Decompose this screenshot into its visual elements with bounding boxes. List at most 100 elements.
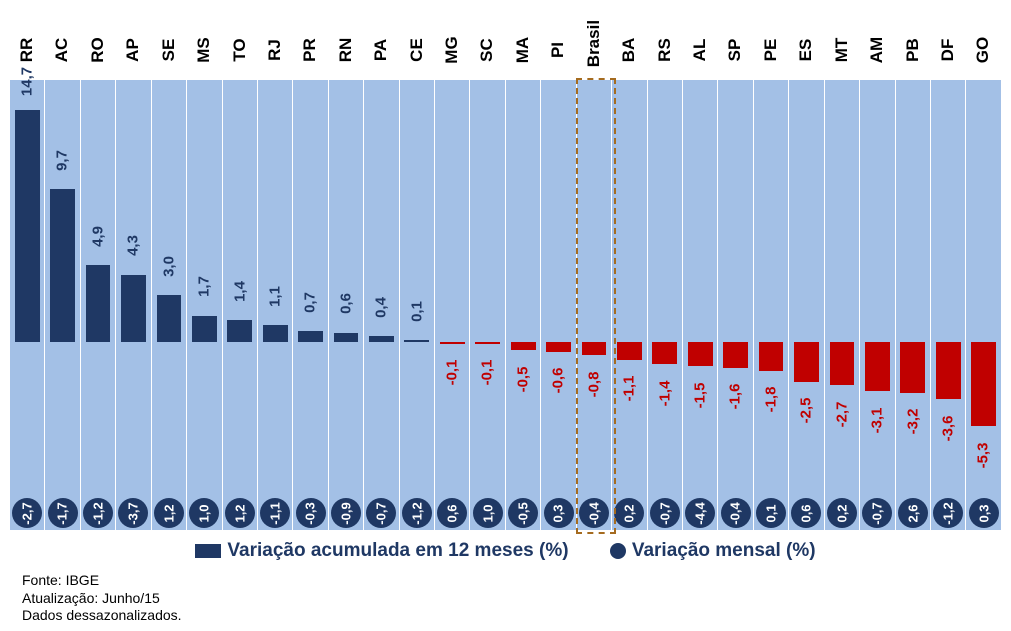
column-pe: PE-1,80,1 <box>754 0 788 530</box>
column-rs: RS-1,4-0,7 <box>648 0 682 530</box>
bar-label: -0,5 <box>515 362 532 396</box>
bar-area: -2,5 <box>789 80 823 490</box>
dot-label: 2,6 <box>905 504 920 522</box>
column-al: AL-1,5-4,4 <box>683 0 717 530</box>
dot-label: 1,2 <box>232 504 247 522</box>
bar-area: 1,4 <box>223 80 257 490</box>
column-ma: MA-0,5-0,5 <box>506 0 540 530</box>
bar-area: 14,7 <box>10 80 44 490</box>
bar-acc12 <box>192 316 217 343</box>
bar-area: 1,1 <box>258 80 292 490</box>
bar-label: -1,6 <box>727 379 744 413</box>
bar-acc12 <box>404 340 429 342</box>
bar-area: 1,7 <box>187 80 221 490</box>
bar-area: -1,4 <box>648 80 682 490</box>
column-ac: AC9,7-1,7 <box>45 0 79 530</box>
dot-mensal: 0,6 <box>437 498 467 528</box>
dot-label: -0,3 <box>303 502 318 524</box>
dot-label: -0,7 <box>870 502 885 524</box>
bar-label: 0,7 <box>302 285 319 319</box>
bar-area: -1,8 <box>754 80 788 490</box>
bar-label: -3,1 <box>869 403 886 437</box>
bar-acc12 <box>50 189 75 342</box>
footer-fonte: Fonte: IBGE <box>22 572 182 590</box>
bar-acc12 <box>15 110 40 342</box>
bar-area: -5,3 <box>966 80 1000 490</box>
column-df: DF-3,6-1,2 <box>931 0 965 530</box>
dot-mensal: 0,2 <box>614 498 644 528</box>
dot-label: -1,1 <box>268 502 283 524</box>
bar-label: 9,7 <box>54 143 71 177</box>
bar-label: 1,4 <box>231 274 248 308</box>
dot-mensal: 2,6 <box>898 498 928 528</box>
bar-area: -3,2 <box>896 80 930 490</box>
column-ba: BA-1,10,2 <box>612 0 646 530</box>
column-sp: SP-1,6-0,4 <box>718 0 752 530</box>
dot-mensal: -1,1 <box>260 498 290 528</box>
bar-acc12 <box>936 342 961 399</box>
bar-acc12 <box>475 342 500 344</box>
dot-label: 0,1 <box>764 504 779 522</box>
bar-area: 0,4 <box>364 80 398 490</box>
dot-mensal: 1,0 <box>473 498 503 528</box>
bar-area: -1,1 <box>612 80 646 490</box>
dot-mensal: -0,7 <box>650 498 680 528</box>
bar-label: -3,6 <box>940 411 957 445</box>
legend-swatch-acc12 <box>195 544 221 558</box>
bar-area: -1,6 <box>718 80 752 490</box>
bar-label: 1,1 <box>267 279 284 313</box>
bar-acc12 <box>688 342 713 366</box>
column-am: AM-3,1-0,7 <box>860 0 894 530</box>
dot-label: 0,6 <box>445 504 460 522</box>
column-pr: PR0,7-0,3 <box>293 0 327 530</box>
dot-mensal: -0,3 <box>296 498 326 528</box>
bar-label: 0,6 <box>338 287 355 321</box>
bar-area: 3,0 <box>152 80 186 490</box>
column-mg: MG-0,10,6 <box>435 0 469 530</box>
dot-label: -0,7 <box>374 502 389 524</box>
dot-mensal: 0,1 <box>756 498 786 528</box>
bar-area: -2,7 <box>825 80 859 490</box>
dot-label: -2,7 <box>20 502 35 524</box>
column-rn: RN0,6-0,9 <box>329 0 363 530</box>
bar-label: -1,8 <box>763 383 780 417</box>
bar-label: -1,4 <box>656 376 673 410</box>
bar-label: -0,6 <box>550 364 567 398</box>
bar-acc12 <box>830 342 855 385</box>
bar-area: -0,1 <box>470 80 504 490</box>
bar-acc12 <box>865 342 890 391</box>
dot-mensal: 1,2 <box>225 498 255 528</box>
bar-acc12 <box>263 325 288 342</box>
bar-area: -0,8 <box>577 80 611 490</box>
bar-label: 1,7 <box>196 269 213 303</box>
bar-area: -3,6 <box>931 80 965 490</box>
dot-label: -4,4 <box>693 502 708 524</box>
column-rj: RJ1,1-1,1 <box>258 0 292 530</box>
column-se: SE3,01,2 <box>152 0 186 530</box>
bar-acc12 <box>546 342 571 351</box>
column-es: ES-2,50,6 <box>789 0 823 530</box>
bar-area: -0,1 <box>435 80 469 490</box>
dot-mensal: 1,2 <box>154 498 184 528</box>
dot-label: 1,2 <box>161 504 176 522</box>
bar-label: -2,5 <box>798 394 815 428</box>
bar-label: 14,7 <box>19 64 36 98</box>
footer-dados: Dados dessazonalizados. <box>22 607 182 625</box>
dot-mensal: 0,2 <box>827 498 857 528</box>
dot-label: -3,7 <box>126 502 141 524</box>
bar-acc12 <box>971 342 996 426</box>
column-ro: RO4,9-1,2 <box>81 0 115 530</box>
footer-notes: Fonte: IBGE Atualização: Junho/15 Dados … <box>22 572 182 625</box>
bar-area: -0,5 <box>506 80 540 490</box>
bar-label: -2,7 <box>833 397 850 431</box>
dot-mensal: -1,2 <box>933 498 963 528</box>
column-sc: SC-0,11,0 <box>470 0 504 530</box>
dot-label: 0,3 <box>976 504 991 522</box>
dot-mensal: -1,2 <box>83 498 113 528</box>
bar-label: 4,9 <box>90 219 107 253</box>
dot-mensal: -4,4 <box>685 498 715 528</box>
dot-label: 0,6 <box>799 504 814 522</box>
column-brasil: Brasil-0,8-0,4 <box>577 0 611 530</box>
dot-label: -1,2 <box>409 502 424 524</box>
dot-mensal: -0,7 <box>862 498 892 528</box>
